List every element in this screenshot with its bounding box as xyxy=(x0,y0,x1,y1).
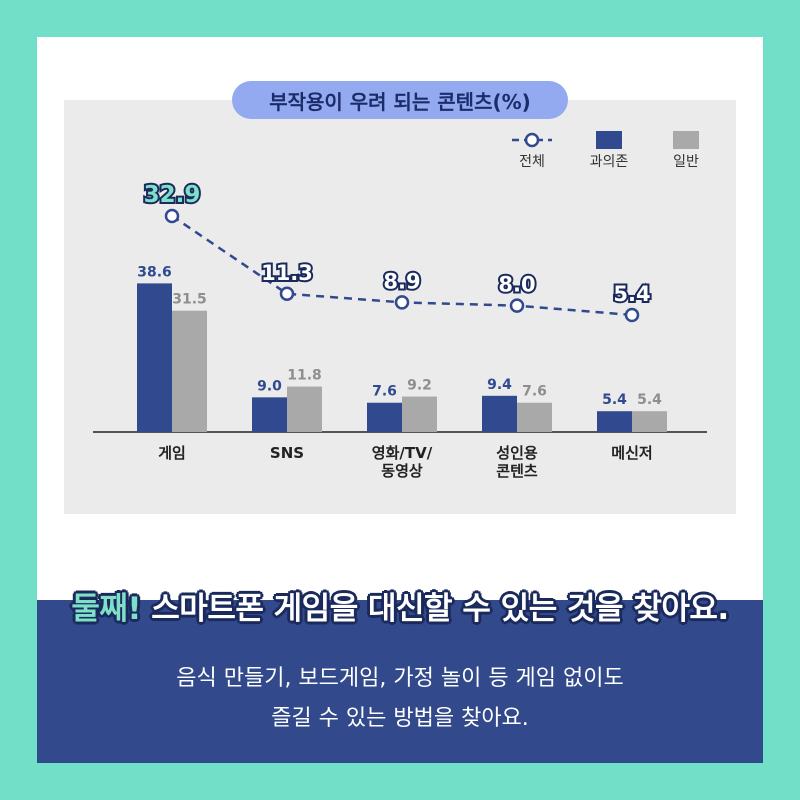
point-label-total-2: 8.9 xyxy=(383,269,420,293)
bar-label-general-1: 11.8 xyxy=(287,368,322,384)
bar-general-3 xyxy=(517,402,552,432)
bar-overuse-4 xyxy=(597,411,632,432)
point-label-total-4: 5.4 xyxy=(613,282,650,306)
bar-label-overuse-2: 7.6 xyxy=(372,384,397,400)
bar-label-general-3: 7.6 xyxy=(522,384,547,400)
bar-overuse-1 xyxy=(252,397,287,432)
point-label-total-0: 32.9 xyxy=(144,182,201,208)
bar-overuse-0 xyxy=(137,283,172,432)
x-tick-label-1: SNS xyxy=(270,444,304,462)
bar-label-general-2: 9.2 xyxy=(407,378,432,394)
bar-general-2 xyxy=(402,396,437,432)
banner xyxy=(37,600,763,763)
point-total-3 xyxy=(509,298,525,313)
legend-label-overuse: 과의존 xyxy=(590,154,629,170)
legend-label-total: 전체 xyxy=(519,154,545,170)
headline: 둘째! 스마트폰 게임을 대신할 수 있는 것을 찾아요. xyxy=(37,583,763,628)
bar-label-overuse-4: 5.4 xyxy=(602,392,627,408)
bar-overuse-3 xyxy=(482,395,517,432)
point-label-total-1: 11.3 xyxy=(261,261,313,285)
point-total-4 xyxy=(624,307,640,323)
point-total-2 xyxy=(394,295,410,310)
x-tick-label-3-0: 성인용 xyxy=(496,444,538,462)
headline-rest: 스마트폰 게임을 대신할 수 있는 것을 찾아요. xyxy=(141,591,729,627)
bar-overuse-2 xyxy=(367,402,402,432)
bar-label-general-4: 5.4 xyxy=(637,392,662,408)
bar-general-4 xyxy=(632,411,667,432)
bar-general-0 xyxy=(172,310,207,432)
x-tick-label-2-1: 동영상 xyxy=(381,462,423,480)
legend-swatch-overuse xyxy=(596,131,622,149)
point-total-0 xyxy=(164,208,180,224)
body-line-2: 즐길 수 있는 방법을 찾아요. xyxy=(271,706,529,731)
x-tick-label-0: 게임 xyxy=(158,444,186,462)
legend-marker-total xyxy=(524,132,540,148)
chart-title: 부작용이 우려 되는 콘텐츠(%) xyxy=(232,81,568,119)
x-tick-label-2-0: 영화/TV/ xyxy=(372,444,433,462)
headline-accent: 둘째! xyxy=(71,591,141,627)
body-line-1: 음식 만들기, 보드게임, 가정 놀이 등 게임 없이도 xyxy=(176,666,624,691)
bar-label-overuse-3: 9.4 xyxy=(487,377,512,393)
bar-label-general-0: 31.5 xyxy=(172,292,207,308)
point-label-total-3: 8.0 xyxy=(498,273,535,297)
bar-label-overuse-0: 38.6 xyxy=(137,264,172,280)
point-total-1 xyxy=(279,286,295,302)
x-tick-label-4: 메신저 xyxy=(611,444,652,462)
x-tick-label-3-1: 콘텐츠 xyxy=(496,462,538,480)
bar-label-overuse-1: 9.0 xyxy=(257,378,282,394)
legend-label-general: 일반 xyxy=(673,154,699,170)
bar-general-1 xyxy=(287,386,322,432)
legend-swatch-general xyxy=(673,131,699,149)
